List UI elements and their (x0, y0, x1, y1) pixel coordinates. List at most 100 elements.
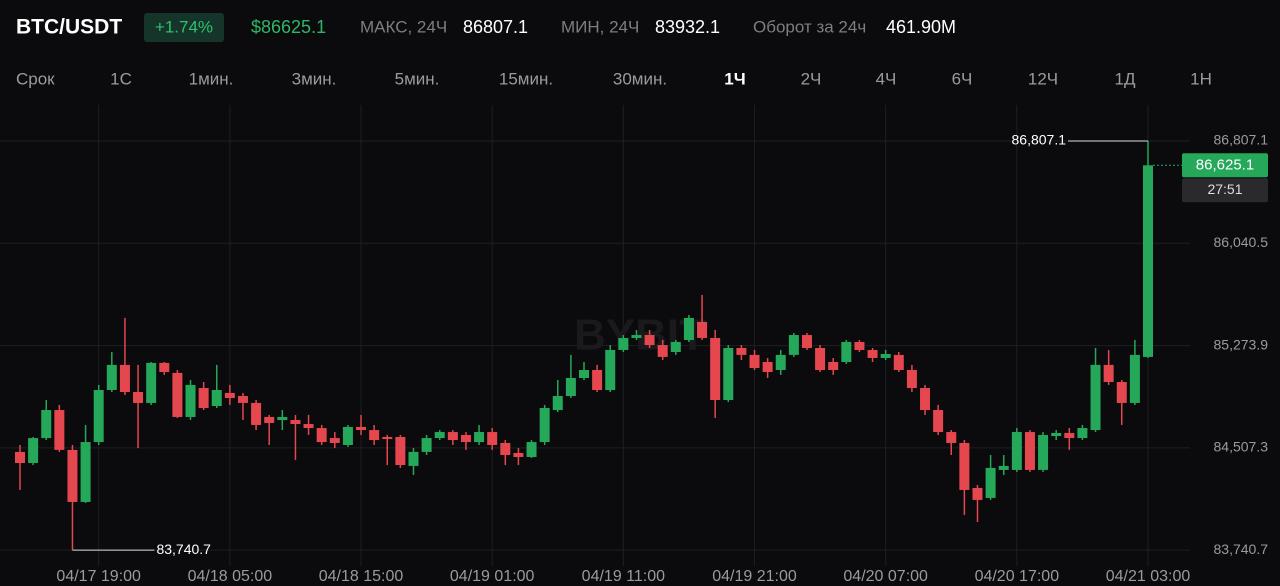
change-badge (144, 13, 224, 42)
candle-body (382, 436, 393, 439)
candle-body (1103, 364, 1114, 383)
candle-body (565, 378, 576, 397)
candle-body (592, 369, 603, 391)
timeframe-tab[interactable]: 1С (110, 69, 132, 88)
candle-body (133, 392, 144, 403)
timeframe-tab[interactable]: 3мин. (292, 69, 337, 88)
timeframe-tab[interactable]: 2Ч (801, 69, 822, 88)
candle-body (710, 337, 721, 401)
y-tick-label: 83,740.7 (1214, 541, 1269, 557)
timeframe-tab[interactable]: 1Н (1190, 69, 1212, 88)
candle-body (28, 438, 39, 463)
candle-body (421, 438, 432, 452)
candle-body (854, 341, 865, 350)
candle-body (775, 354, 786, 370)
price: $86625.1 (251, 17, 326, 37)
candle-body (815, 347, 826, 370)
candle-body (657, 345, 668, 357)
candle-body (893, 354, 904, 370)
stat-label: Оборот за 24ч (753, 17, 866, 36)
candle-body (526, 442, 537, 457)
timeframe-tabs: 1С 1мин. 3мин. 5мин. 15мин. 30мин. 1Ч 2Ч 4Ч 6Ч 12Ч… (110, 69, 1212, 88)
candle-body (356, 426, 367, 431)
candle-body (474, 432, 485, 443)
candle-body (277, 416, 288, 421)
timeframe-tab[interactable]: 12Ч (1028, 69, 1058, 88)
candle-body (513, 452, 524, 457)
candle-body (460, 434, 471, 443)
candle-body (959, 442, 970, 490)
candle-body (342, 426, 353, 445)
candle-body (408, 451, 419, 466)
stat-value: 83932.1 (655, 17, 720, 37)
timeframe-tab[interactable]: 1Д (1115, 69, 1136, 88)
timeframe-tab[interactable]: 30мин. (613, 69, 667, 88)
candle-body (303, 424, 314, 429)
candle-body (605, 349, 616, 391)
y-tick-label: 85,273.9 (1214, 336, 1269, 352)
y-tick-label: 86,040.5 (1214, 234, 1269, 250)
stat-value: 461.90M (886, 17, 956, 37)
countdown: 27:51 (1207, 181, 1242, 197)
timeframe-tab[interactable]: 4Ч (876, 69, 897, 88)
y-tick-label: 86,807.1 (1214, 132, 1269, 148)
candle-body (736, 347, 747, 355)
candle-body (237, 396, 248, 403)
timeframe-tab[interactable]: 1мин. (189, 69, 234, 88)
candle-body (1064, 432, 1075, 439)
candle-body (998, 465, 1009, 470)
candle-body (1129, 354, 1140, 403)
candle-body (211, 390, 222, 407)
x-tick-label: 04/20 07:00 (843, 568, 928, 585)
candle-body (1116, 382, 1127, 403)
stat-value: 86807.1 (463, 17, 528, 37)
candle-body (67, 449, 78, 502)
candle-body (93, 390, 104, 443)
x-tick-label: 04/18 15:00 (319, 568, 404, 585)
timeframe-tab[interactable]: 1Ч (724, 69, 745, 88)
candle-body (316, 428, 327, 443)
candle-body (972, 487, 983, 500)
candle-body (487, 432, 498, 445)
candle-body (644, 335, 655, 346)
candle-body (920, 388, 931, 411)
last-price-label: 86,625.1 (1196, 156, 1254, 173)
chart: 04/17 19:00 04/18 05:00 04/18 15:00 04/19 0… (0, 105, 1268, 585)
stat-label: МАКС, 24Ч (360, 17, 447, 36)
timeframe-label: Срок (16, 69, 55, 88)
candle-body (1077, 428, 1088, 439)
low-marker-label: 83,740.7 (156, 541, 211, 557)
candle-body (749, 354, 760, 368)
candle-body (80, 442, 91, 502)
candle-body (54, 410, 65, 450)
change: +1.74% (155, 17, 213, 36)
candle-body (631, 335, 642, 338)
countdown-tag (1182, 178, 1268, 203)
candle-body (683, 317, 694, 340)
candle-body (264, 416, 275, 423)
stat-label: МИН, 24Ч (561, 17, 639, 36)
high-marker-label: 86,807.1 (1012, 132, 1067, 148)
timeframe-tab[interactable]: 15мин. (499, 69, 553, 88)
candle-body (369, 430, 380, 441)
candle-body (1090, 364, 1101, 431)
candle-body (867, 349, 878, 358)
timeframe-tab[interactable]: 6Ч (952, 69, 973, 88)
last-price-tag (1182, 153, 1268, 178)
candle-body (224, 392, 235, 399)
candle-body (251, 402, 262, 425)
candle-body (41, 410, 52, 439)
candle-body (841, 341, 852, 362)
candle-body (434, 432, 445, 439)
candle-body (146, 362, 157, 403)
candle-body (290, 420, 301, 425)
pair: BTC/USDT (16, 16, 122, 39)
candle-body (106, 364, 117, 391)
x-tick-label: 04/19 21:00 (712, 568, 797, 585)
x-tick-label: 04/17 19:00 (56, 568, 141, 585)
candle-body (579, 369, 589, 378)
x-tick-label: 04/20 17:00 (975, 568, 1060, 585)
candle-body (1051, 432, 1062, 437)
timeframe-tab[interactable]: 5мин. (395, 69, 440, 88)
